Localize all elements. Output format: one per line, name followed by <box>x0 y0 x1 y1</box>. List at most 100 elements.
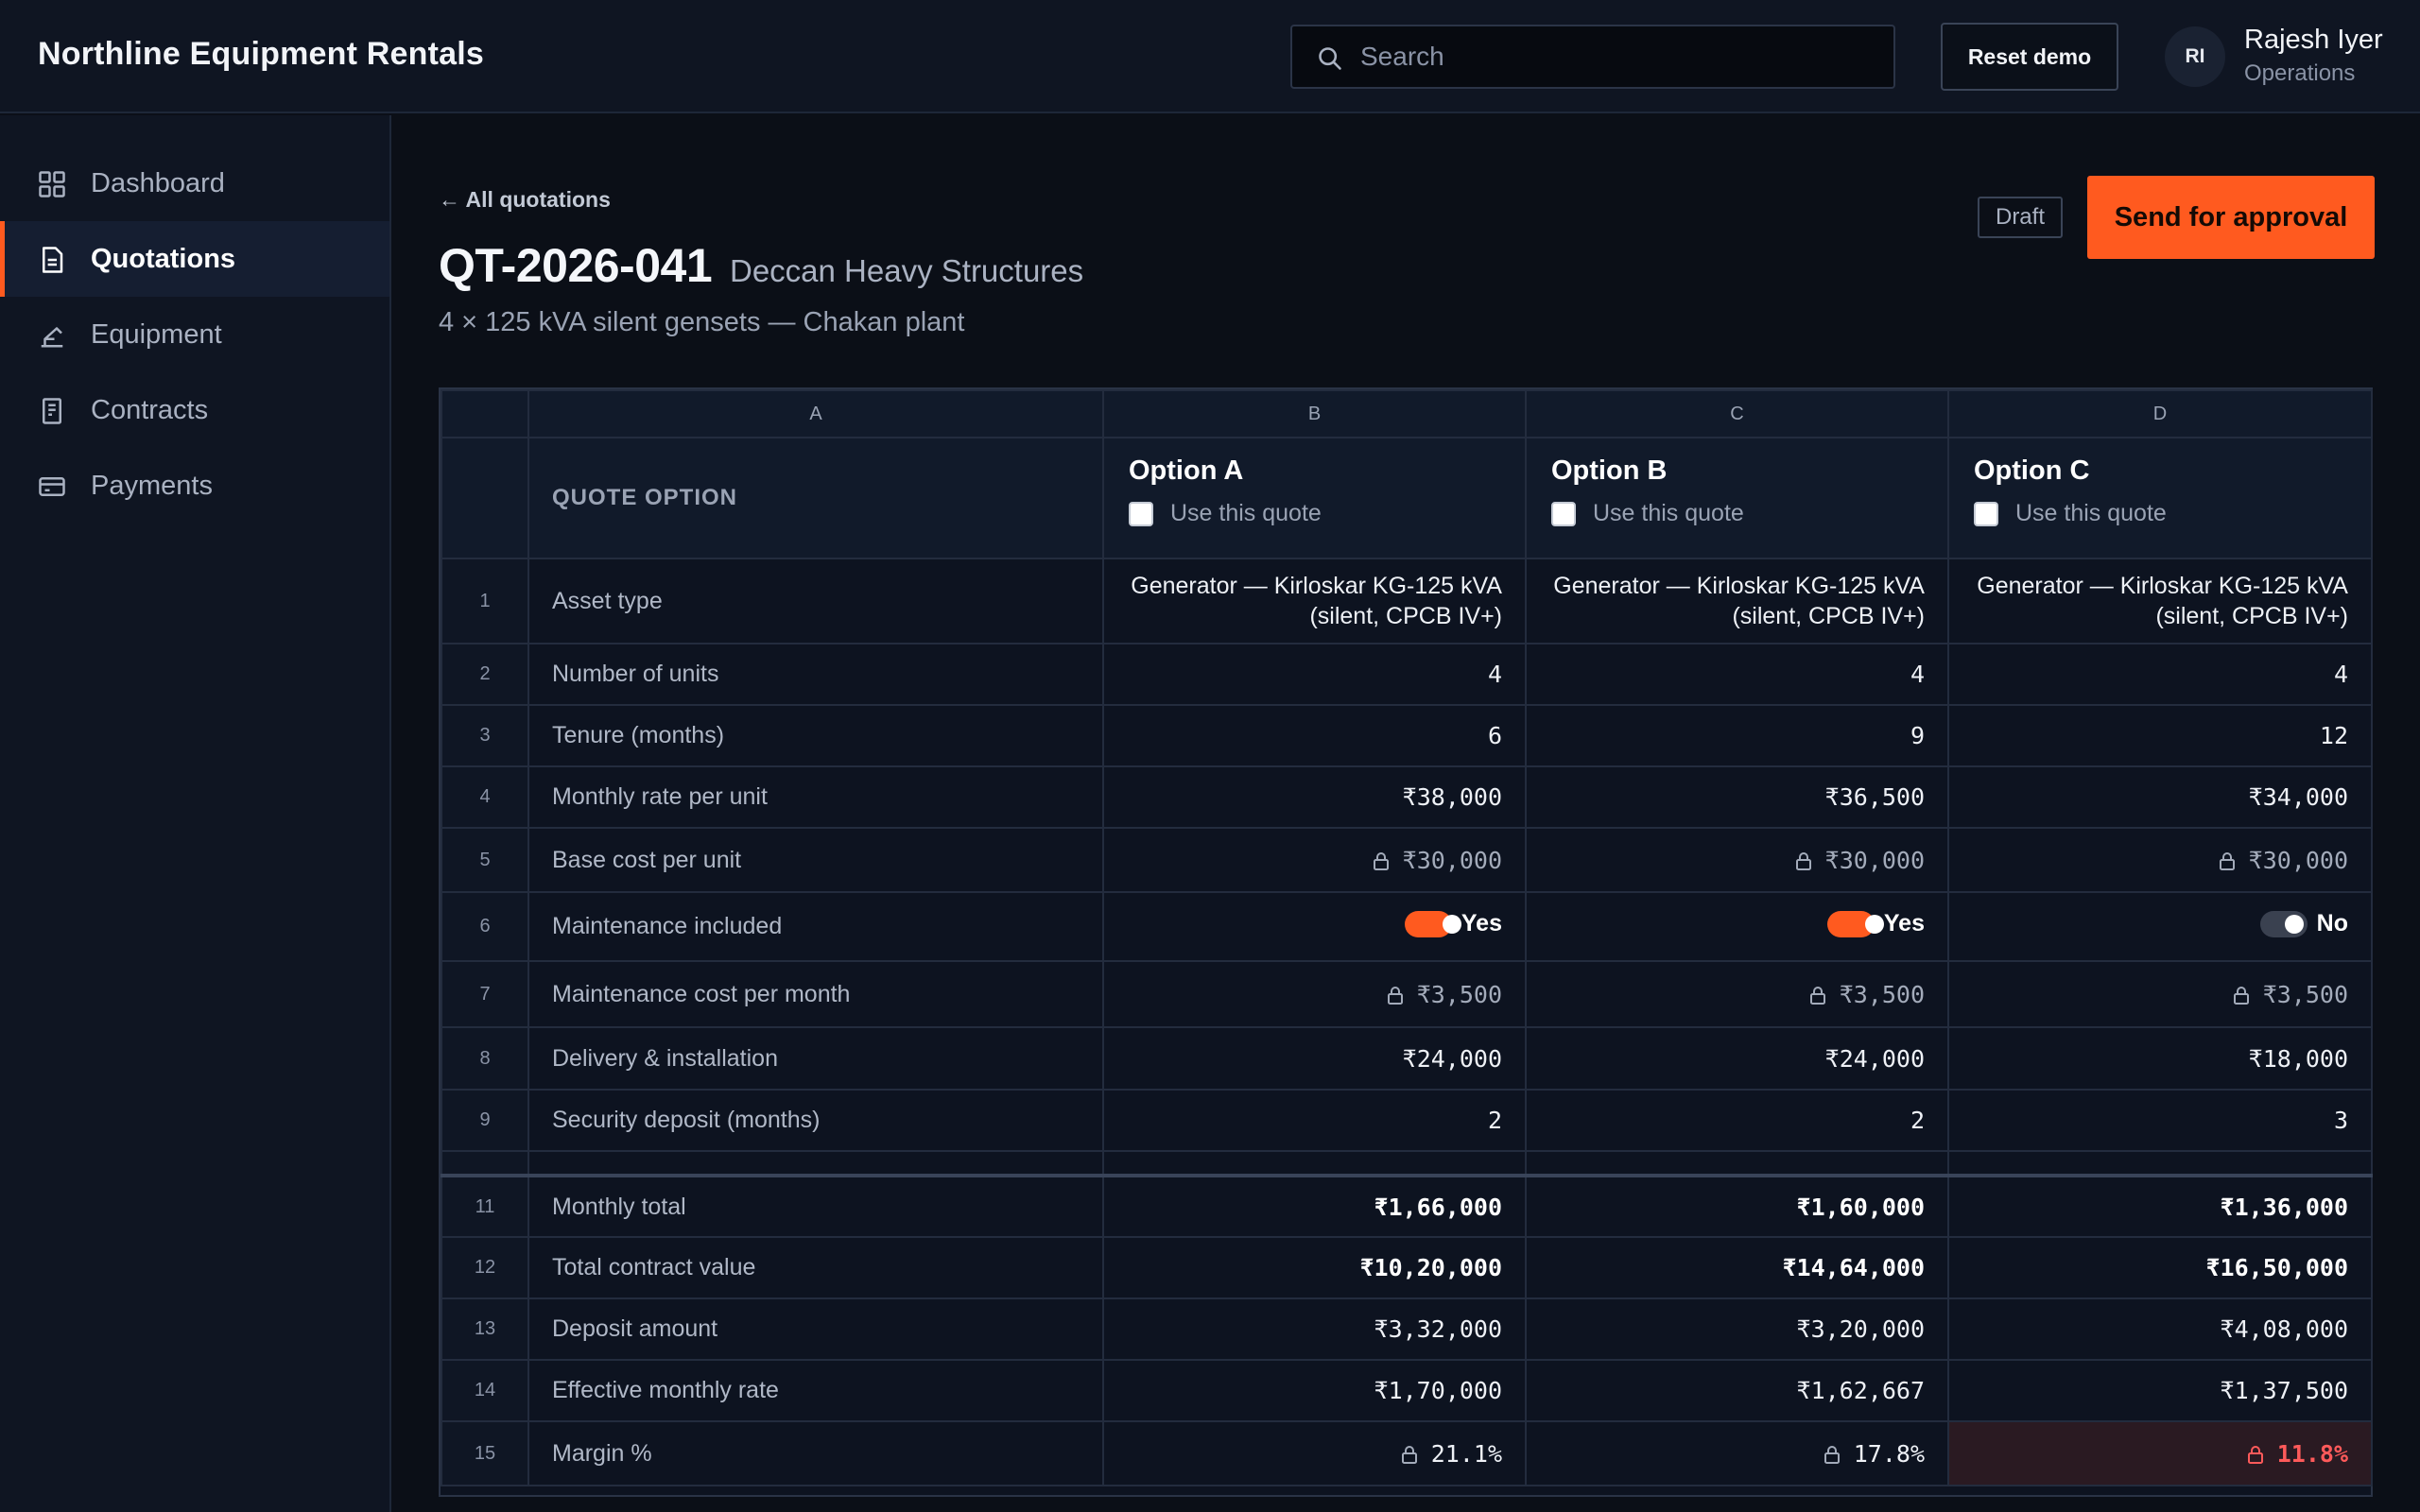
maintenance-toggle[interactable] <box>1404 910 1461 937</box>
cell-value: 11.8% <box>2276 1439 2348 1468</box>
cell-d11: ₹1,36,000 <box>1947 1174 2373 1238</box>
cell-c12: ₹14,64,000 <box>1525 1236 1949 1299</box>
option-name: Option A <box>1129 455 1244 486</box>
spacer-row <box>441 1150 2373 1177</box>
cell-b4[interactable]: ₹38,000 <box>1102 765 1527 829</box>
cell-c5: ₹30,000 <box>1525 827 1949 893</box>
row-label: Deposit amount <box>527 1297 1104 1361</box>
search-input[interactable] <box>1360 26 1880 87</box>
row-label: Asset type <box>527 558 1104 644</box>
cell-c8[interactable]: ₹24,000 <box>1525 1026 1949 1091</box>
grid-icon <box>39 171 65 198</box>
row-number: 14 <box>441 1359 529 1422</box>
document-icon <box>43 247 63 273</box>
table-row: 8 Delivery & installation ₹24,000 ₹24,00… <box>441 1026 2373 1091</box>
sidebar-item-quotations[interactable]: Quotations <box>0 221 389 297</box>
row-label: Number of units <box>527 643 1104 706</box>
cell-c4[interactable]: ₹36,500 <box>1525 765 1949 829</box>
cell-d12: ₹16,50,000 <box>1947 1236 2373 1299</box>
cell-d2[interactable]: 4 <box>1947 643 2373 706</box>
option-name: Option B <box>1551 455 1668 486</box>
row-number: 3 <box>441 704 529 767</box>
cell-b2[interactable]: 4 <box>1102 643 1527 706</box>
toggle-label: Yes <box>1461 910 1502 937</box>
cell-c3[interactable]: 9 <box>1525 704 1949 767</box>
cell-d8[interactable]: ₹18,000 <box>1947 1026 2373 1091</box>
row-number: 12 <box>441 1236 529 1299</box>
cell-b15: 21.1% <box>1102 1420 1527 1486</box>
user-role: Operations <box>2244 60 2356 86</box>
use-quote-label: Use this quote <box>1593 500 1744 526</box>
avatar[interactable]: RI <box>2165 26 2225 87</box>
row-number: 7 <box>441 960 529 1028</box>
cell-c2[interactable]: 4 <box>1525 643 1949 706</box>
row-number: 6 <box>441 891 529 962</box>
send-for-approval-button[interactable]: Send for approval <box>2087 176 2375 259</box>
row-number: 9 <box>441 1089 529 1152</box>
cell-value: ₹30,000 <box>1402 846 1502 874</box>
cell-c13: ₹3,20,000 <box>1525 1297 1949 1361</box>
sidebar-item-dashboard[interactable]: Dashboard <box>0 146 389 221</box>
table-row: 1 Asset type Generator — Kirloskar KG-12… <box>441 558 2373 644</box>
cell-b11: ₹1,66,000 <box>1102 1174 1527 1238</box>
lock-icon <box>2233 986 2249 1005</box>
sidebar-item-payments[interactable]: Payments <box>0 448 389 524</box>
use-quote-b[interactable]: Use this quote <box>1551 500 1947 527</box>
sidebar-item-label: Payments <box>91 471 213 501</box>
use-quote-label: Use this quote <box>2015 500 2167 526</box>
lock-icon <box>1795 851 1811 870</box>
quote-option-label: QUOTE OPTION <box>527 437 1104 559</box>
lock-icon <box>1387 986 1403 1005</box>
cell-d3[interactable]: 12 <box>1947 704 2373 767</box>
use-quote-c[interactable]: Use this quote <box>1974 500 2371 527</box>
use-quote-a[interactable]: Use this quote <box>1129 500 1525 527</box>
cell-c1[interactable]: Generator — Kirloskar KG-125 kVA (silent… <box>1525 558 1949 644</box>
row-label: Delivery & installation <box>527 1026 1104 1091</box>
use-quote-checkbox[interactable] <box>1551 501 1576 526</box>
cell-value: ₹30,000 <box>2248 846 2348 874</box>
cell-value: 17.8% <box>1853 1439 1925 1468</box>
sidebar-item-equipment[interactable]: Equipment <box>0 297 389 372</box>
column-header-c[interactable]: C <box>1525 389 1949 438</box>
table-row: 13 Deposit amount ₹3,32,000 ₹3,20,000 ₹4… <box>441 1297 2373 1361</box>
cell-b8[interactable]: ₹24,000 <box>1102 1026 1527 1091</box>
top-bar: Northline Equipment Rentals Reset demo R… <box>0 0 2420 113</box>
table-row: 3 Tenure (months) 6 9 12 <box>441 704 2373 767</box>
crane-icon <box>41 327 63 348</box>
cell-b7: ₹3,500 <box>1102 960 1527 1028</box>
search-box[interactable] <box>1290 25 1895 89</box>
reset-demo-button[interactable]: Reset demo <box>1941 23 2118 91</box>
option-b-header: Option B Use this quote <box>1525 437 1949 559</box>
lock-icon <box>2219 851 2235 870</box>
cell-b14: ₹1,70,000 <box>1102 1359 1527 1422</box>
row-number: 8 <box>441 1026 529 1091</box>
column-header-a[interactable]: A <box>527 389 1104 438</box>
quote-subtitle: 4 × 125 kVA silent gensets — Chakan plan… <box>439 307 965 337</box>
cell-value: ₹3,500 <box>2262 980 2348 1008</box>
cell-b6: Yes <box>1102 891 1527 962</box>
use-quote-checkbox[interactable] <box>1129 501 1153 526</box>
column-header-b[interactable]: B <box>1102 389 1527 438</box>
sidebar: Dashboard Quotations Equipment Contracts… <box>0 115 391 1512</box>
option-header-row: QUOTE OPTION Option A Use this quote Opt… <box>441 437 2373 559</box>
cell-d1[interactable]: Generator — Kirloskar KG-125 kVA (silent… <box>1947 558 2373 644</box>
use-quote-checkbox[interactable] <box>1974 501 1998 526</box>
cell-b3[interactable]: 6 <box>1102 704 1527 767</box>
cell-c9[interactable]: 2 <box>1525 1089 1949 1152</box>
sidebar-item-label: Quotations <box>91 244 236 274</box>
corner-cell <box>441 389 529 438</box>
cell-c7: ₹3,500 <box>1525 960 1949 1028</box>
row-label: Monthly rate per unit <box>527 765 1104 829</box>
column-header-d[interactable]: D <box>1947 389 2373 438</box>
cell-d4[interactable]: ₹34,000 <box>1947 765 2373 829</box>
table-row: 5 Base cost per unit ₹30,000 ₹30,000 ₹30… <box>441 827 2373 893</box>
cell-b5: ₹30,000 <box>1102 827 1527 893</box>
back-to-quotations-link[interactable]: ← All quotations <box>439 187 611 212</box>
sidebar-item-contracts[interactable]: Contracts <box>0 372 389 448</box>
maintenance-toggle[interactable] <box>1826 910 1884 937</box>
cell-d9[interactable]: 3 <box>1947 1089 2373 1152</box>
cell-b9[interactable]: 2 <box>1102 1089 1527 1152</box>
maintenance-toggle[interactable] <box>2259 910 2308 937</box>
row-number: 5 <box>441 827 529 893</box>
cell-b1[interactable]: Generator — Kirloskar KG-125 kVA (silent… <box>1102 558 1527 644</box>
